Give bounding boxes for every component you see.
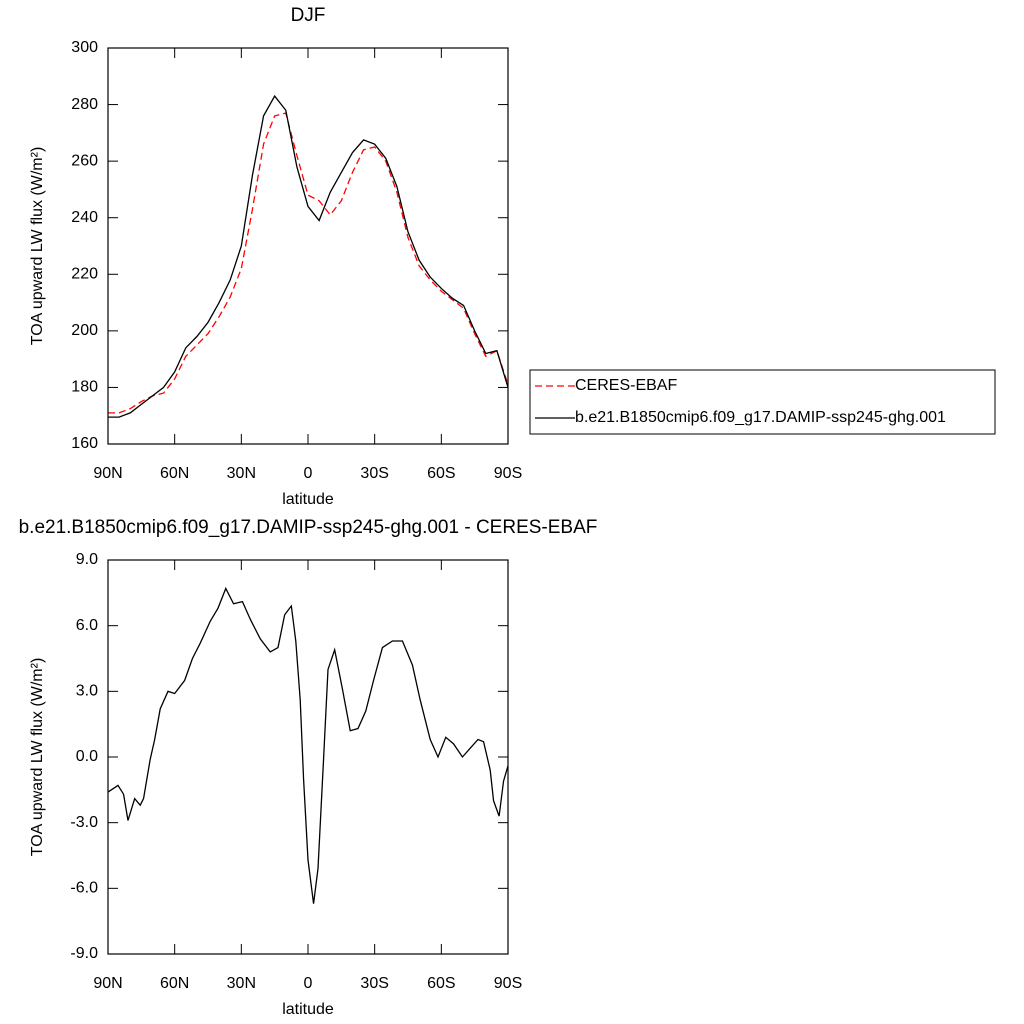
- x-tick-label: 0: [304, 975, 313, 992]
- y-tick-label: 0.0: [76, 748, 98, 765]
- data-line: [108, 94, 509, 418]
- legend-box: [529, 369, 996, 435]
- x-tick-label: 30N: [227, 465, 256, 482]
- x-tick-label: 30N: [227, 975, 256, 992]
- x-tick-label: 30S: [360, 465, 388, 482]
- x-tick-label: 90S: [494, 465, 522, 482]
- y-tick-label: 3.0: [76, 683, 98, 700]
- x-tick-label: 60N: [160, 465, 189, 482]
- legend-label: CERES-EBAF: [575, 377, 677, 394]
- plot-frame: [107, 559, 509, 955]
- plot-frame: [107, 47, 509, 445]
- x-axis-label: latitude: [282, 491, 334, 508]
- x-tick-label: 0: [304, 465, 313, 482]
- y-tick-label: 9.0: [76, 551, 98, 568]
- y-tick-label: -3.0: [70, 814, 98, 831]
- y-tick-label: 6.0: [76, 617, 98, 634]
- chart-title: b.e21.B1850cmip6.f09_g17.DAMIP-ssp245-gh…: [19, 517, 598, 538]
- y-tick-label: -9.0: [70, 945, 98, 962]
- y-axis-label: TOA upward LW flux (W/m²): [29, 658, 46, 857]
- y-tick-label: 220: [71, 266, 98, 283]
- y-tick-label: -6.0: [70, 880, 98, 897]
- y-tick-label: 300: [71, 39, 98, 56]
- y-tick-label: 260: [71, 152, 98, 169]
- x-tick-label: 90N: [93, 975, 122, 992]
- x-tick-label: 90S: [494, 975, 522, 992]
- x-tick-label: 60S: [427, 975, 455, 992]
- y-tick-label: 160: [71, 435, 98, 452]
- legend-label: b.e21.B1850cmip6.f09_g17.DAMIP-ssp245-gh…: [575, 409, 946, 426]
- x-tick-label: 90N: [93, 465, 122, 482]
- chart-title: DJF: [291, 5, 326, 26]
- x-tick-label: 30S: [360, 975, 388, 992]
- y-tick-label: 240: [71, 209, 98, 226]
- x-axis-label: latitude: [282, 1001, 334, 1018]
- data-line: [107, 586, 509, 904]
- x-tick-label: 60N: [160, 975, 189, 992]
- y-tick-label: 280: [71, 96, 98, 113]
- y-tick-label: 180: [71, 379, 98, 396]
- data-line: [108, 112, 509, 414]
- x-tick-label: 60S: [427, 465, 455, 482]
- y-tick-label: 200: [71, 322, 98, 339]
- y-axis-label: TOA upward LW flux (W/m²): [29, 147, 46, 346]
